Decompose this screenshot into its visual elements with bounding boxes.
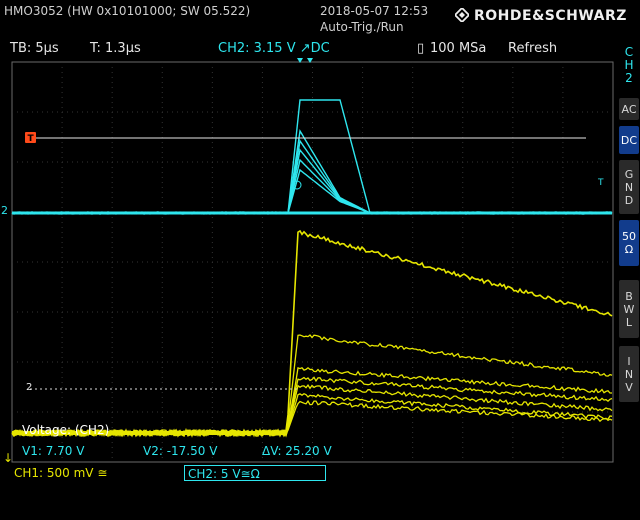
sample-rate-readout: 100 MSa <box>430 41 487 56</box>
ch2-scale-readout[interactable]: CH2: 5 V≅Ω <box>184 465 326 481</box>
bandwidth-limit-button[interactable]: B W L <box>619 280 639 338</box>
ch2-reference-marker: 2 <box>26 382 33 393</box>
ch1-scale-readout[interactable]: CH1: 500 mV ≅ <box>14 466 108 480</box>
ch1-ground-arrow-icon: ↓ <box>3 451 14 465</box>
datetime: 2018-05-07 12:53 <box>320 4 429 18</box>
coupling-ac-button[interactable]: AC <box>619 98 639 120</box>
ch1-waveforms <box>11 229 613 438</box>
header-bar: HMO3052 (HW 0x10101000; SW 05.522) 2018-… <box>0 0 640 40</box>
memory-icon: ▯ <box>417 41 425 56</box>
trigger-time-readout[interactable]: T: 1.3µs <box>90 41 141 56</box>
trigger-position-marker: T <box>598 178 604 188</box>
timebase-readout[interactable]: TB: 5µs <box>10 41 59 56</box>
svg-text:T: T <box>28 134 35 144</box>
cursor-v1-readout: V1: 7.70 V <box>22 444 85 458</box>
ch1-decay-trace <box>11 334 613 438</box>
trigger-level-marker: T <box>25 132 36 144</box>
status-bar: TB: 5µs T: 1.3µs CH2: 3.15 V ↗DC ▯ 100 M… <box>0 40 614 60</box>
rs-diamond-icon <box>455 8 469 22</box>
brand-name: ROHDE&SCHWARZ <box>474 8 627 24</box>
cursor-v2-readout: V2: -17.50 V <box>143 444 218 458</box>
trigger-level-readout[interactable]: CH2: 3.15 V ↗DC <box>218 41 330 56</box>
trigger-point-marker <box>292 180 302 190</box>
channel-side-panel: C H 2 AC DC G N D 50 Ω B W L I N V <box>618 40 640 520</box>
invert-button[interactable]: I N V <box>619 346 639 402</box>
device-info: HMO3052 (HW 0x10101000; SW 05.522) <box>4 4 251 18</box>
trigger-position-markers <box>297 58 313 63</box>
cursor-measurement-title: Voltage: (CH2) <box>22 423 110 437</box>
cursor-delta-readout: ΔV: 25.20 V <box>262 444 332 458</box>
ch2-waveforms <box>11 99 613 215</box>
impedance-50-ohm-button[interactable]: 50 Ω <box>619 220 639 266</box>
acquisition-mode[interactable]: Refresh <box>508 41 558 56</box>
channel-label: C H 2 <box>624 45 634 85</box>
trigger-mode: Auto-Trig./Run <box>320 20 404 34</box>
brand-logo: ROHDE&SCHWARZ <box>455 8 627 24</box>
coupling-dc-button[interactable]: DC <box>619 126 639 154</box>
ch2-ground-marker: 2 <box>1 204 8 217</box>
coupling-gnd-button[interactable]: G N D <box>619 160 639 214</box>
